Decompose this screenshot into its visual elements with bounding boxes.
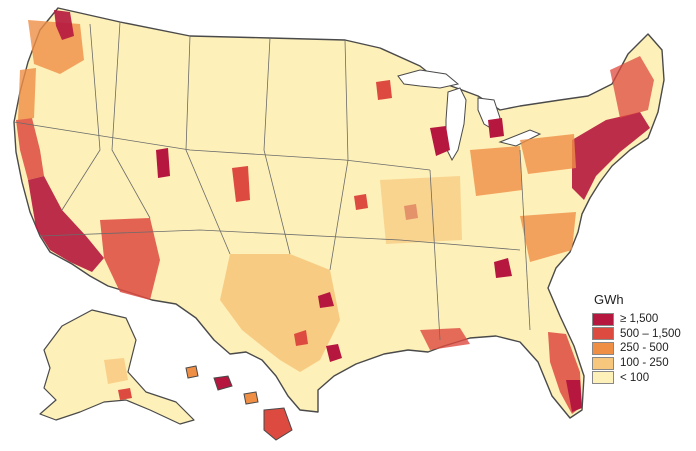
alaska-region xyxy=(104,358,128,384)
region-texas xyxy=(220,254,340,372)
hawaii-maui xyxy=(243,391,259,405)
hawaii-oahu xyxy=(213,375,233,391)
region-gulf-coast xyxy=(420,328,470,350)
region-california-coast xyxy=(16,118,44,180)
region-pennsylvania xyxy=(520,134,576,174)
legend-label: < 100 xyxy=(620,371,650,384)
region-dallas xyxy=(318,292,334,308)
region-seattle xyxy=(54,10,74,40)
lake-erie xyxy=(498,129,542,147)
legend-swatch xyxy=(592,371,614,385)
region-chicago xyxy=(430,126,450,156)
region-northeast-corridor xyxy=(572,112,650,200)
consumption-regions xyxy=(16,10,654,414)
region-detroit xyxy=(488,118,504,138)
legend-label: ≥ 1,500 xyxy=(620,313,659,326)
region-utah xyxy=(156,148,170,178)
hawaii-big-island xyxy=(263,407,293,441)
hawaii xyxy=(185,365,293,441)
legend-label: 100 - 250 xyxy=(620,357,669,370)
legend-item: < 100 xyxy=(592,370,692,385)
legend-title: GWh xyxy=(594,292,624,307)
region-san-antonio xyxy=(294,330,308,346)
region-kansas-city xyxy=(354,194,368,210)
region-houston xyxy=(326,344,342,362)
alaska-anchorage xyxy=(118,388,132,400)
legend-item: 250 - 500 xyxy=(592,341,692,356)
legend-swatch xyxy=(592,356,614,370)
region-west-coast-strip xyxy=(18,68,36,120)
legend: GWh ≥ 1,500 500 – 1,500 250 - 500 100 - … xyxy=(592,292,692,385)
lake-superior xyxy=(397,69,460,89)
region-new-england xyxy=(610,56,654,118)
legend-swatch xyxy=(592,312,614,326)
region-arizona xyxy=(100,218,160,300)
legend-item: 100 - 250 xyxy=(592,356,692,371)
region-midwest-misc xyxy=(380,176,462,244)
region-denver xyxy=(232,166,250,202)
legend-swatch xyxy=(592,327,614,341)
region-atlanta xyxy=(494,258,512,278)
region-ohio xyxy=(470,146,522,196)
region-california-south xyxy=(28,176,104,272)
region-minneapolis xyxy=(376,80,392,100)
legend-item: ≥ 1,500 xyxy=(592,312,692,327)
legend-label: 500 – 1,500 xyxy=(620,327,681,340)
hawaii-kauai xyxy=(185,365,199,379)
state-boundaries xyxy=(13,21,531,341)
region-south-florida xyxy=(566,380,582,412)
legend-label: 250 - 500 xyxy=(620,342,669,355)
legend-item: 500 – 1,500 xyxy=(592,327,692,342)
legend-swatch xyxy=(592,341,614,355)
region-carolinas xyxy=(520,212,576,262)
